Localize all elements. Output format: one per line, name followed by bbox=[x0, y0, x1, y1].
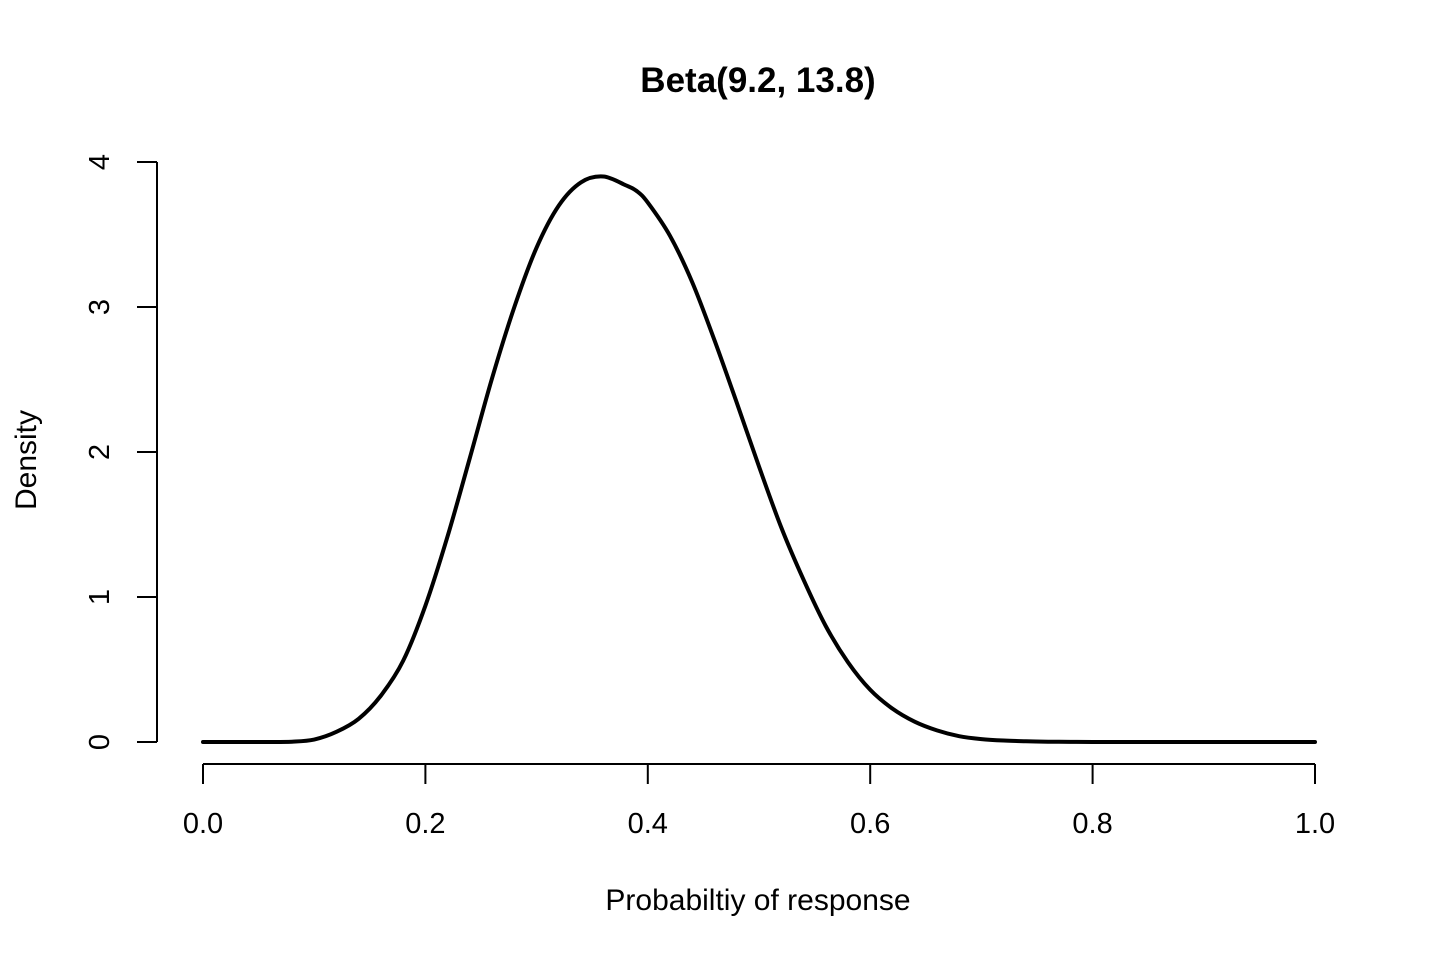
x-tick-label-2: 0.4 bbox=[628, 808, 668, 840]
x-axis-title: Probabiltiy of response bbox=[605, 884, 910, 917]
x-tick-label-5: 1.0 bbox=[1295, 808, 1335, 840]
y-axis: 0 1 2 3 4 bbox=[84, 154, 158, 750]
density-curve-series bbox=[201, 174, 1317, 744]
y-tick-label-1: 1 bbox=[84, 589, 116, 605]
x-tick-label-4: 0.8 bbox=[1072, 808, 1112, 840]
y-tick-label-0: 0 bbox=[84, 734, 116, 750]
x-tick-label-0: 0.0 bbox=[183, 808, 223, 840]
x-tick-label-3: 0.6 bbox=[850, 808, 890, 840]
y-axis-title: Density bbox=[10, 410, 43, 510]
chart-title: Beta(9.2, 13.8) bbox=[640, 61, 875, 100]
x-axis: 0.0 0.2 0.4 0.6 0.8 1.0 bbox=[183, 763, 1335, 840]
x-tick-label-1: 0.2 bbox=[405, 808, 445, 840]
y-tick-label-2: 2 bbox=[84, 444, 116, 460]
y-tick-label-3: 3 bbox=[84, 299, 116, 315]
y-tick-label-4: 4 bbox=[84, 154, 116, 170]
